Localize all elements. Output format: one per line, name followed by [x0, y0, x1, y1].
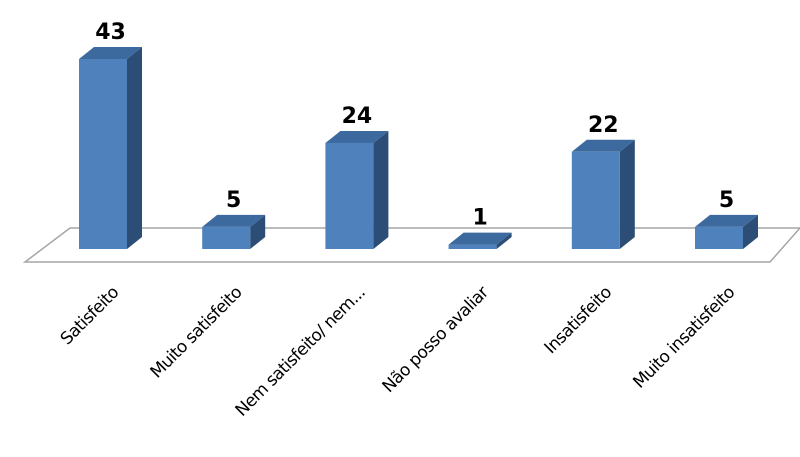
bar-top-face: [695, 214, 758, 227]
category-label-3: Nem satisfeito/ nem...: [232, 283, 370, 421]
data-label-2: 5: [226, 188, 241, 213]
category-label-1: Satisfeito: [57, 283, 123, 349]
category-label-5: Insatisfeito: [541, 283, 616, 358]
category-label-2: Muito satisfeito: [147, 283, 247, 383]
bar-side-face: [743, 214, 758, 249]
bar-top-face: [202, 214, 266, 227]
bar-side-face: [619, 139, 635, 249]
bar-top-face: [571, 139, 635, 152]
bar-top-face: [448, 232, 512, 245]
bars-group: [79, 47, 758, 249]
data-label-6: 5: [719, 188, 734, 213]
bar-top-face: [325, 130, 389, 143]
bar-2: [202, 214, 266, 249]
data-labels-group: 43 5 24 1 22 5: [95, 20, 734, 231]
bar-1: [79, 47, 142, 249]
bar-front-face: [202, 226, 251, 249]
bar-5: [571, 139, 635, 249]
bar-top-face: [79, 47, 142, 59]
data-label-4: 1: [472, 206, 487, 231]
bar-front-face: [325, 142, 374, 249]
bar-side-face: [250, 214, 266, 249]
bar-front-face: [571, 151, 620, 249]
category-label-4: Não posso avaliar: [379, 282, 493, 396]
bar-4: [448, 232, 512, 249]
bar-front-face: [695, 226, 743, 249]
data-label-1: 43: [95, 20, 126, 45]
bar-side-face: [496, 232, 512, 249]
bar-6: [695, 214, 758, 249]
data-label-3: 24: [342, 104, 373, 129]
bar-side-face: [127, 47, 142, 249]
bar-front-face: [448, 244, 497, 249]
category-label-6: Muito insatisfeito: [629, 283, 739, 393]
bar-3: [325, 130, 389, 249]
data-label-5: 22: [588, 113, 619, 138]
bar-side-face: [373, 130, 389, 249]
bar-front-face: [79, 59, 127, 249]
